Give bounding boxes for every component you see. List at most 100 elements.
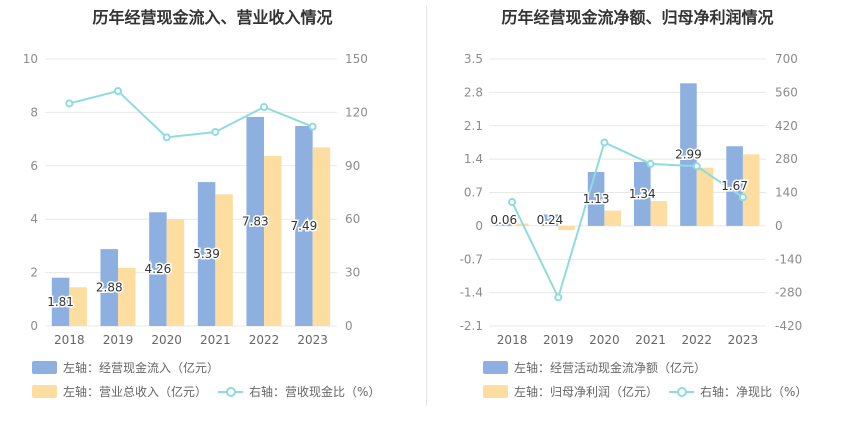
- chart-right-svg: -2.1 -1.4 -0.7 0 0.7 1.4 2.1 2.8 3.5 -420 -280 -140…: [460, 52, 803, 347]
- x-tick-label: 2020: [151, 333, 182, 347]
- bar-series-1: [197, 182, 216, 326]
- bar-series-2: [604, 210, 622, 226]
- line-point: [646, 159, 655, 168]
- chart-title-left: 历年经营现金流入、营业收入情况: [92, 8, 333, 27]
- y-tick-right: -280: [775, 286, 802, 300]
- y-tick-left: 0: [30, 319, 38, 333]
- y-tick-left: -2.1: [460, 319, 483, 333]
- panel-divider: [426, 6, 427, 406]
- legend-swatch-bar-secondary: [32, 385, 57, 398]
- y-tick-right: 90: [345, 159, 360, 173]
- line-point: [738, 193, 747, 202]
- legend-item[interactable]: 左轴：营业总收入（亿元）: [32, 383, 207, 400]
- x-tick-label: 2022: [249, 333, 280, 347]
- legend-label: 左轴：归母净利润（亿元）: [514, 385, 659, 399]
- y-tick-left: -1.4: [460, 286, 483, 300]
- bar-series-1: [295, 126, 313, 326]
- line-point: [65, 99, 74, 108]
- y-tick-right: -420: [775, 319, 802, 333]
- y-tick-left: 3.5: [464, 52, 483, 66]
- data-label: 2.99: [675, 148, 702, 162]
- bar-series-1: [680, 83, 697, 226]
- y-tick-right: -140: [775, 252, 802, 266]
- bar-series-2: [312, 147, 331, 326]
- legend-label: 右轴：净现比（%）: [700, 385, 808, 399]
- bar-series-1: [726, 146, 743, 226]
- x-tick-label: 2023: [728, 333, 759, 347]
- y-tick-left: 1.4: [464, 152, 483, 166]
- data-label: 2.88: [96, 281, 123, 295]
- y-tick-right: 140: [775, 186, 798, 200]
- legend-label: 左轴：经营现金流入（亿元）: [63, 361, 220, 375]
- bar-series-1: [495, 223, 513, 226]
- x-tick-label: 2019: [543, 333, 574, 347]
- legend-swatch-bar-main: [32, 361, 57, 374]
- line-series: [511, 141, 744, 301]
- legend-item[interactable]: 右轴：营收现金比（%）: [218, 383, 380, 400]
- y-tick-left: 0.7: [464, 186, 483, 200]
- legend-item[interactable]: 右轴：净现比（%）: [669, 383, 807, 400]
- bar-series-1: [633, 161, 651, 226]
- legend-item[interactable]: 左轴：经营现金流入（亿元）: [32, 359, 219, 376]
- chart-panel-right: 历年经营现金流净额、归母净利润情况 -2.1 -1.4 -0.7 0 0.7 1.4 2.1…: [425, 0, 850, 437]
- y-tick-right: 150: [345, 52, 368, 66]
- bar-series-2: [118, 267, 136, 326]
- x-tick-label: 2022: [681, 333, 712, 347]
- x-tick-label: 2018: [54, 333, 85, 347]
- data-label: 7.49: [291, 219, 318, 233]
- line-point: [554, 293, 563, 302]
- line-series: [69, 89, 314, 139]
- y-tick-right: 0: [345, 319, 353, 333]
- chart-left-svg: 0 2 4 6 8 10 0 30 60 90 120 150 2018 2019 2020 2021 2022…: [23, 52, 368, 347]
- y-tick-left: 6: [30, 159, 38, 173]
- bar-series-1: [541, 214, 559, 226]
- y-tick-left: 4: [30, 212, 38, 226]
- bar-series-2: [512, 223, 529, 226]
- line-point: [114, 87, 122, 96]
- data-label: 5.39: [193, 247, 220, 261]
- y-tick-right: 60: [345, 212, 360, 226]
- y-tick-right: 30: [345, 266, 360, 280]
- y-tick-right: 560: [775, 85, 798, 99]
- x-tick-label: 2021: [635, 333, 666, 347]
- legend-label: 左轴：经营活动现金流净额（亿元）: [514, 361, 707, 375]
- bar-series-1: [149, 212, 167, 326]
- data-label: 0.06: [490, 213, 517, 227]
- x-tick-label: 2018: [497, 333, 528, 347]
- bar-series-2: [215, 194, 233, 326]
- bar-series-2: [558, 225, 575, 231]
- y-tick-right: 120: [345, 105, 368, 119]
- data-label: 7.83: [242, 214, 269, 228]
- line-point: [508, 198, 517, 207]
- x-tick-label: 2023: [297, 333, 328, 347]
- y-tick-left: 2.1: [464, 119, 483, 133]
- legend-label: 左轴：营业总收入（亿元）: [63, 385, 208, 399]
- line-point: [211, 127, 220, 136]
- x-tick-label: 2021: [200, 333, 231, 347]
- x-tick-label: 2019: [103, 333, 134, 347]
- legend-item[interactable]: 左轴：经营活动现金流净额（亿元）: [483, 359, 706, 376]
- bar-series-1: [100, 249, 118, 326]
- y-tick-left: 0: [475, 219, 483, 233]
- legend-swatch-bar-main: [483, 361, 508, 374]
- line-point: [162, 133, 171, 142]
- bar-series-2: [166, 219, 185, 326]
- legend-item[interactable]: 左轴：归母净利润（亿元）: [483, 383, 658, 400]
- data-label: 4.26: [145, 262, 172, 276]
- y-tick-right: 280: [775, 152, 798, 166]
- bar-series-2: [264, 155, 282, 326]
- x-tick-label: 2020: [589, 333, 620, 347]
- legend-swatch-line: [669, 385, 694, 399]
- line-point: [600, 138, 609, 147]
- bar-series-1: [246, 116, 264, 327]
- line-point: [692, 162, 701, 171]
- y-tick-right: 700: [775, 52, 798, 66]
- legend-swatch-bar-secondary: [483, 385, 508, 398]
- y-tick-left: 2: [30, 266, 38, 280]
- y-tick-left: -0.7: [460, 252, 483, 266]
- data-label: 1.67: [721, 179, 748, 193]
- y-tick-right: 420: [775, 119, 798, 133]
- y-tick-left: 2.8: [464, 85, 483, 99]
- bar-series-2: [69, 287, 87, 326]
- bar-series-2: [650, 201, 668, 226]
